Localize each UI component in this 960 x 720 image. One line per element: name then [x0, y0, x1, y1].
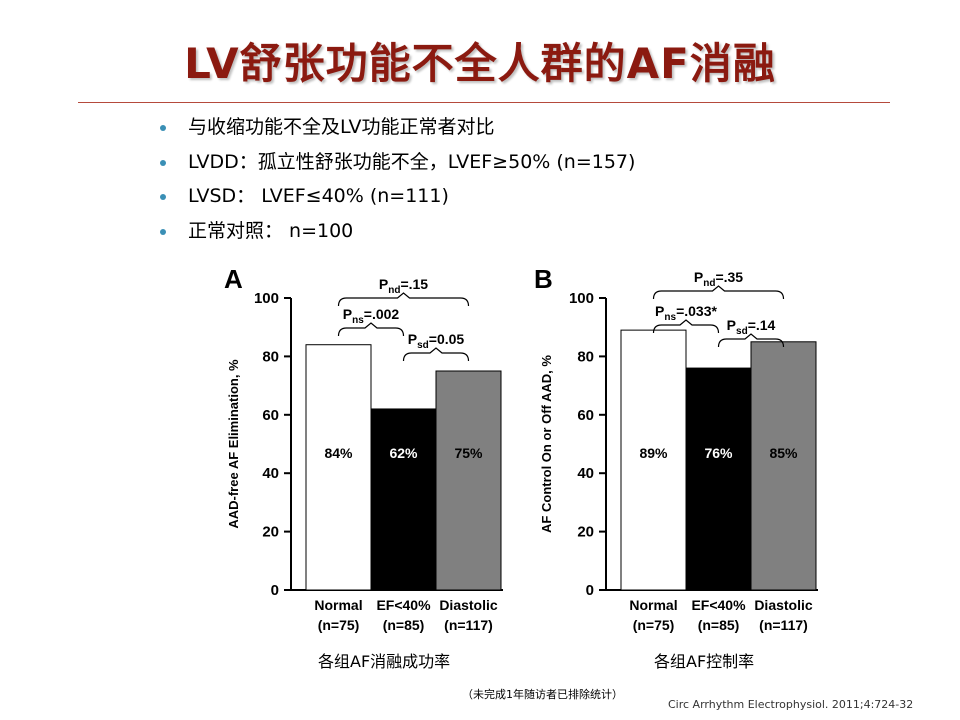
bullet-item: LVDD：孤立性舒张功能不全，LVEF≥50% (n=157): [160, 145, 635, 180]
x-tick-label: Diastolic: [439, 597, 498, 613]
bullet-text: 与收缩功能不全及LV功能正常者对比: [188, 116, 495, 138]
panel-letter: B: [534, 264, 553, 294]
citation: Circ Arrhythm Electrophysiol. 2011;4:724…: [668, 698, 914, 711]
bullet-dot-icon: [160, 159, 166, 166]
comparison-bracket: [337, 322, 405, 337]
x-tick-label: Normal: [629, 597, 677, 613]
panel-letter: A: [224, 264, 243, 294]
bar-value-label: 76%: [704, 445, 733, 461]
bar: [370, 408, 437, 591]
x-tick-label-n: (n=85): [698, 617, 740, 633]
comparison-bracket: [337, 292, 470, 307]
bar-value-label: 84%: [324, 445, 353, 461]
bullet-dot-icon: [160, 194, 166, 200]
y-tick-label: 80: [262, 348, 279, 365]
y-tick-label: 40: [262, 465, 279, 482]
y-tick-label: 60: [577, 407, 594, 424]
comparison-bracket: [402, 347, 470, 362]
y-tick-label: 40: [577, 465, 594, 482]
x-tick-label-n: (n=117): [444, 617, 493, 633]
p-value-label: Pnd=.15: [379, 276, 428, 296]
y-tick-label: 0: [271, 582, 279, 599]
bar-value-label: 62%: [389, 445, 418, 461]
x-tick-label: EF<40%: [691, 597, 746, 613]
bullet-item: LVSD： LVEF≤40% (n=111): [160, 179, 635, 214]
x-tick-label-n: (n=85): [383, 617, 425, 633]
y-tick-label: 20: [577, 524, 594, 541]
bar: [305, 344, 372, 591]
bullet-text: 正常对照： n=100: [188, 219, 354, 242]
title-divider: [78, 102, 890, 103]
p-value-label: Psd=0.05: [408, 331, 465, 351]
bullet-item: 正常对照： n=100: [160, 214, 635, 249]
p-value-label: Pns=.033*: [655, 303, 717, 323]
x-tick-label: EF<40%: [376, 597, 431, 613]
p-value-label: Pnd=.35: [694, 269, 743, 289]
y-tick-label: 0: [586, 582, 594, 599]
slide-title: LV舒张功能不全人群的AF消融: [184, 39, 776, 88]
bullet-text: LVSD： LVEF≤40% (n=111): [188, 185, 449, 207]
bullet-list: 与收缩功能不全及LV功能正常者对比 LVDD：孤立性舒张功能不全，LVEF≥50…: [160, 110, 635, 248]
bar: [435, 370, 502, 591]
chart-b-caption: 各组AF控制率: [654, 652, 755, 671]
x-tick-label-n: (n=117): [759, 617, 808, 633]
y-tick-label: 20: [262, 524, 279, 541]
chart-a-caption: 各组AF消融成功率: [318, 652, 451, 671]
comparison-bracket: [652, 319, 720, 334]
bullet-item: 与收缩功能不全及LV功能正常者对比: [160, 110, 635, 145]
x-tick-label-n: (n=75): [318, 617, 360, 633]
bullet-text: LVDD：孤立性舒张功能不全，LVEF≥50% (n=157): [188, 150, 636, 173]
p-value-label: Pns=.002: [343, 306, 400, 326]
p-value-label: Psd=.14: [727, 317, 776, 337]
bar: [750, 341, 817, 591]
y-tick-label: 80: [577, 348, 594, 365]
bar: [685, 367, 752, 591]
bullet-dot-icon: [160, 125, 166, 131]
y-tick-label: 100: [254, 290, 279, 307]
bullet-dot-icon: [160, 228, 166, 235]
footnote: （未完成1年随访者已排除统计）: [462, 688, 623, 701]
comparison-bracket: [717, 333, 785, 348]
bar-value-label: 75%: [454, 445, 483, 461]
x-tick-label: Diastolic: [754, 597, 813, 613]
y-axis-label: AF Control On or Off AAD, %: [539, 355, 554, 533]
x-tick-label-n: (n=75): [633, 617, 675, 633]
x-tick-label: Normal: [314, 597, 362, 613]
comparison-bracket: [652, 285, 785, 300]
y-axis-label: AAD-free AF Elimination, %: [226, 359, 241, 529]
y-tick-label: 100: [569, 290, 594, 307]
bar-value-label: 89%: [639, 445, 668, 461]
y-tick-label: 60: [262, 407, 279, 424]
bar-value-label: 85%: [769, 445, 798, 461]
